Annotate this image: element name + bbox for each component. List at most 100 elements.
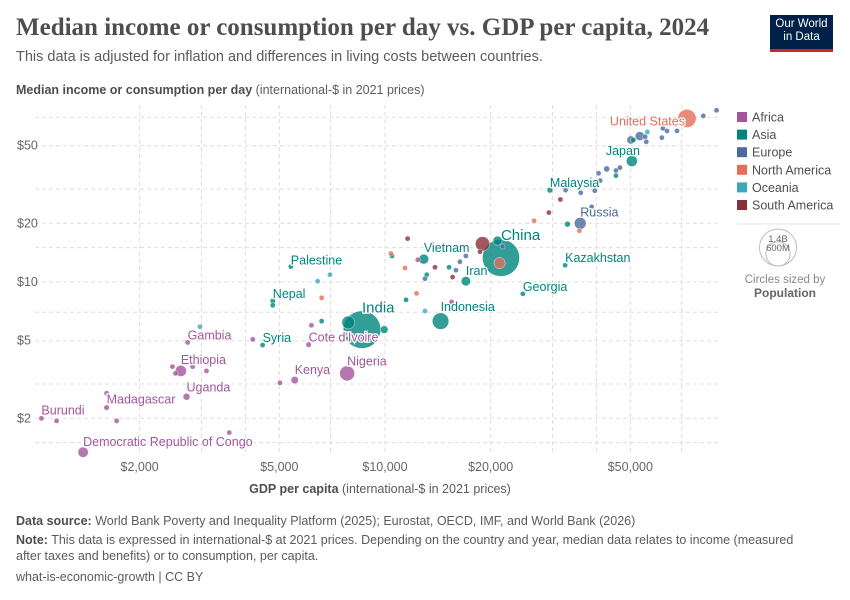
data-point[interactable]	[643, 138, 650, 145]
data-point[interactable]	[626, 155, 638, 167]
data-point[interactable]	[77, 446, 89, 458]
legend-item-asia[interactable]: Asia	[752, 128, 776, 142]
data-source: Data source: World Bank Poverty and Ineq…	[16, 513, 635, 529]
data-point[interactable]	[269, 302, 276, 309]
data-point[interactable]	[557, 196, 564, 203]
data-point[interactable]	[103, 404, 110, 411]
data-point[interactable]	[659, 134, 665, 141]
data-point[interactable]	[422, 275, 428, 282]
data-point[interactable]	[664, 128, 670, 134]
data-label: Kenya	[295, 363, 330, 377]
data-point[interactable]	[327, 271, 333, 278]
data-point[interactable]	[448, 299, 455, 305]
data-label: India	[362, 300, 395, 317]
owid-logo[interactable]: Our World in Data	[770, 15, 833, 52]
data-point[interactable]	[591, 187, 598, 194]
data-point[interactable]	[595, 170, 602, 177]
data-point[interactable]	[182, 393, 191, 401]
data-point[interactable]	[564, 221, 571, 228]
legend-item-oceania[interactable]: Oceania	[752, 181, 799, 195]
data-point[interactable]	[660, 125, 666, 132]
data-point[interactable]	[576, 228, 583, 234]
data-point[interactable]	[402, 265, 408, 271]
data-point[interactable]	[314, 278, 321, 284]
data-point[interactable]	[388, 250, 394, 257]
data-point[interactable]	[189, 363, 196, 370]
data-point[interactable]	[287, 263, 294, 270]
data-point[interactable]	[380, 325, 389, 334]
data-point[interactable]	[184, 339, 191, 346]
data-point[interactable]	[630, 137, 637, 143]
data-point[interactable]	[492, 235, 503, 246]
data-point[interactable]	[290, 376, 299, 384]
data-point[interactable]	[644, 129, 651, 135]
data-point[interactable]	[460, 276, 471, 287]
data-point[interactable]	[249, 336, 256, 343]
data-point[interactable]	[477, 248, 483, 255]
data-point[interactable]	[432, 312, 450, 330]
data-point[interactable]	[341, 315, 355, 330]
data-point[interactable]	[53, 418, 60, 424]
data-point[interactable]	[318, 294, 325, 301]
data-point[interactable]	[414, 256, 421, 263]
x-axis-title: GDP per capita (international-$ in 2021 …	[249, 482, 511, 496]
data-point[interactable]	[432, 264, 438, 271]
data-point[interactable]	[520, 290, 526, 297]
data-point[interactable]	[318, 318, 325, 324]
data-point[interactable]	[413, 290, 420, 297]
data-point[interactable]	[546, 186, 554, 194]
legend-swatch	[737, 129, 747, 140]
legend-item-africa[interactable]: Africa	[752, 111, 784, 125]
data-point[interactable]	[103, 390, 110, 396]
data-point[interactable]	[457, 258, 463, 265]
data-point[interactable]	[113, 418, 120, 424]
data-point[interactable]	[603, 165, 610, 173]
data-point[interactable]	[305, 341, 312, 348]
data-point[interactable]	[277, 380, 283, 386]
data-point[interactable]	[453, 267, 459, 273]
data-point[interactable]	[613, 172, 619, 179]
url-license[interactable]: what-is-economic-growth | CC BY	[16, 570, 204, 584]
data-point[interactable]	[577, 189, 584, 196]
x-axis-title-main: GDP per capita	[249, 482, 339, 496]
source-text[interactable]: World Bank Poverty and Inequality Platfo…	[95, 514, 636, 528]
x-tick-label: $50,000	[608, 460, 653, 474]
data-point[interactable]	[422, 308, 428, 314]
data-label: Uganda	[187, 381, 231, 395]
data-point[interactable]	[169, 363, 176, 370]
data-label: Iran	[466, 264, 488, 278]
legend-item-north-america[interactable]: North America	[752, 163, 831, 177]
data-point[interactable]	[403, 297, 409, 303]
data-point[interactable]	[674, 128, 680, 134]
data-point[interactable]	[449, 274, 456, 280]
data-point[interactable]	[446, 264, 452, 271]
data-point[interactable]	[713, 107, 720, 114]
data-point[interactable]	[617, 164, 623, 171]
legend-swatch	[737, 200, 747, 210]
data-point[interactable]	[597, 177, 603, 184]
data-point[interactable]	[531, 217, 537, 224]
data-point[interactable]	[700, 113, 707, 119]
data-point[interactable]	[197, 323, 203, 330]
data-point[interactable]	[172, 370, 179, 377]
data-point[interactable]	[588, 204, 595, 210]
data-point[interactable]	[226, 429, 233, 436]
data-point[interactable]	[203, 368, 210, 374]
y-tick-label: $50	[17, 139, 38, 153]
data-point[interactable]	[339, 365, 355, 382]
data-point[interactable]	[308, 322, 315, 329]
data-point[interactable]	[642, 133, 648, 140]
data-point[interactable]	[38, 415, 45, 422]
legend-item-south-america[interactable]: South America	[752, 199, 833, 213]
data-point[interactable]	[259, 342, 266, 348]
data-point[interactable]	[463, 253, 469, 259]
data-point[interactable]	[499, 243, 506, 250]
data-point[interactable]	[475, 236, 490, 252]
legend-item-europe[interactable]: Europe	[752, 146, 792, 160]
data-point[interactable]	[677, 109, 697, 128]
data-point[interactable]	[404, 235, 411, 242]
data-point[interactable]	[546, 209, 552, 216]
data-point[interactable]	[562, 262, 568, 268]
data-point[interactable]	[493, 257, 506, 269]
data-point[interactable]	[562, 187, 569, 193]
